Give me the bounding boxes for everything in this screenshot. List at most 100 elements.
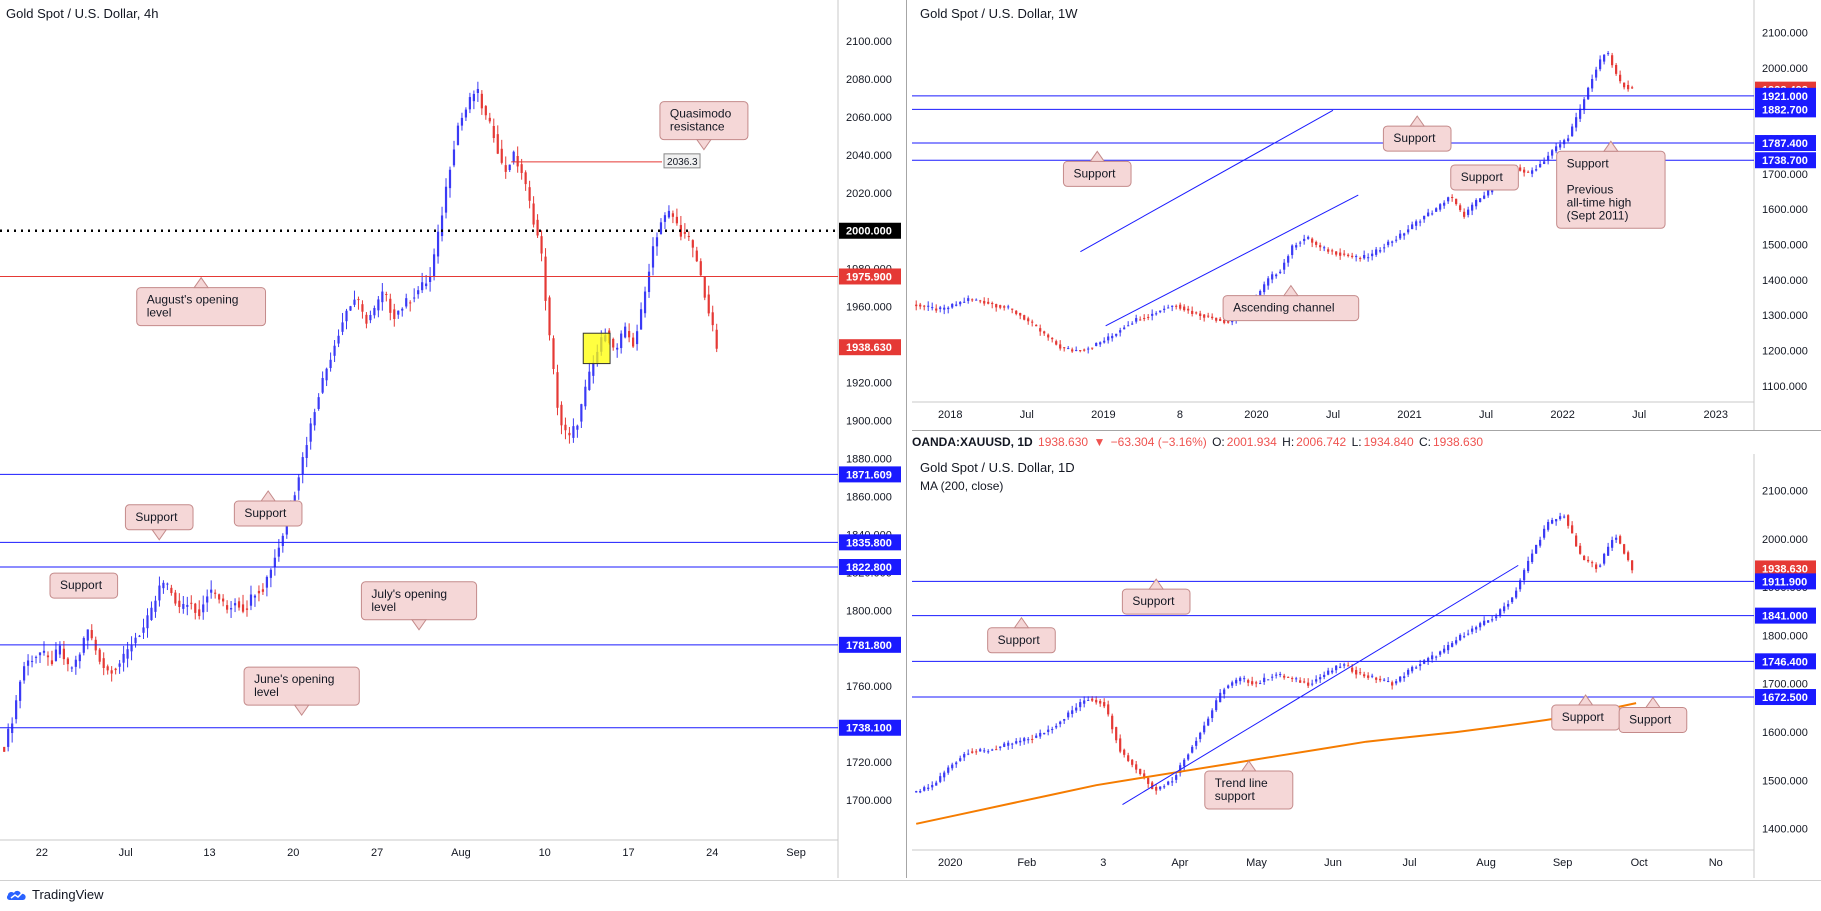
candle-body — [1399, 676, 1402, 682]
candle-body — [524, 172, 527, 185]
time-tick-label: 22 — [36, 847, 48, 859]
chart-title: Gold Spot / U.S. Dollar, 1W — [920, 6, 1078, 21]
candle-body — [1239, 677, 1242, 682]
callout-text: all-time high — [1567, 195, 1632, 209]
candles — [915, 51, 1634, 354]
candle-body — [269, 569, 272, 578]
time-axis: 22 Jul 13 20 27 Aug 10 17 24 Sep — [36, 847, 806, 859]
callout-text: level — [147, 306, 172, 320]
chart-4h-pane[interactable]: 2100.000 2080.000 2060.000 2040.000 2020.000… — [0, 0, 907, 878]
candle-body — [198, 609, 201, 617]
chart-4h-svg[interactable]: 2100.000 2080.000 2060.000 2040.000 2020.000… — [0, 0, 906, 878]
candle-body — [1203, 725, 1206, 733]
candle-body — [22, 666, 26, 681]
candle-body — [38, 652, 42, 656]
candle-body — [1059, 721, 1062, 725]
candle-body — [54, 649, 58, 661]
time-tick-label: Jul — [1403, 857, 1417, 869]
candle-body — [1623, 82, 1626, 88]
time-tick-label: Aug — [451, 847, 471, 859]
candle-body — [58, 645, 62, 655]
candle-body — [1175, 775, 1178, 780]
candle-body — [1287, 256, 1290, 263]
candle-body — [417, 290, 420, 295]
candle-body — [1563, 516, 1566, 518]
candle-body — [464, 109, 468, 118]
candle-body — [82, 637, 85, 653]
time-tick-label: Jun — [1324, 857, 1342, 869]
chart-1w-pane[interactable]: 2100.0002000.0001900.0001800.0001700.000… — [912, 0, 1821, 431]
callout-text: June's opening — [254, 672, 334, 686]
callout-text: support — [1215, 789, 1256, 803]
candle-body — [1599, 59, 1602, 70]
candle-body — [1535, 169, 1538, 171]
level-price-label: 1746.400 — [1762, 656, 1808, 668]
candle-body — [1079, 350, 1082, 352]
candle-body — [951, 303, 954, 308]
candle-body — [381, 291, 384, 303]
callout-tail — [151, 529, 168, 541]
candle-body — [1315, 241, 1318, 245]
chart-title: Gold Spot / U.S. Dollar, 4h — [6, 6, 158, 21]
candle-body — [357, 299, 360, 301]
candle-body — [951, 764, 954, 769]
chart-1d-svg[interactable]: 2100.0002000.0001900.0001800.0001700.000… — [912, 454, 1821, 878]
candle-body — [1047, 334, 1050, 338]
candle-body — [1227, 321, 1230, 323]
candle-body — [1067, 348, 1070, 350]
candle-body — [1247, 680, 1250, 683]
candle-body — [1575, 117, 1578, 128]
candle-body — [142, 627, 145, 633]
annotations: Support Support Support Support Trend linesu… — [987, 578, 1688, 810]
candle-body — [1475, 627, 1478, 630]
callout-text: Support — [244, 506, 287, 520]
candle-body — [1007, 742, 1010, 746]
candle-body — [699, 261, 702, 276]
candle-body — [1431, 213, 1434, 215]
candle-body — [429, 276, 432, 283]
candle-body — [1099, 342, 1102, 345]
channel-upper-line — [1080, 109, 1334, 253]
candle-body — [947, 767, 950, 773]
candle-body — [492, 126, 495, 139]
trend-line — [1122, 564, 1519, 805]
candle-body — [1579, 108, 1582, 119]
candle-body — [1271, 274, 1274, 280]
candle-body — [1591, 79, 1594, 89]
callout-text: Support — [60, 578, 103, 592]
candle-body — [1171, 781, 1174, 783]
level-price-badge — [839, 534, 901, 551]
candle-body — [1223, 319, 1226, 323]
candle-body — [1467, 209, 1470, 215]
chart-1d-pane[interactable]: 2100.0002000.0001900.0001800.0001700.000… — [912, 454, 1821, 878]
level-price-badge — [1755, 573, 1816, 590]
candle-body — [1431, 655, 1434, 660]
candle-body — [1571, 525, 1574, 534]
callout-box — [1450, 164, 1519, 191]
candle-body — [1271, 676, 1274, 678]
level-price-badge — [1755, 653, 1816, 670]
chart-1w-svg[interactable]: 2100.0002000.0001900.0001800.0001700.000… — [912, 0, 1821, 430]
candle-body — [1359, 672, 1362, 674]
candle-body — [1123, 327, 1126, 330]
candle-body — [337, 335, 340, 344]
candle-body — [460, 117, 464, 126]
candle-body — [1147, 777, 1150, 784]
tradingview-brand[interactable]: TradingView — [6, 887, 104, 902]
candle-body — [1183, 306, 1186, 311]
level-price-badge — [1755, 560, 1816, 577]
candle-body — [1527, 171, 1530, 173]
callout-text: level — [254, 685, 279, 699]
candle-body — [1167, 781, 1170, 785]
candle-body — [1455, 198, 1458, 205]
candle-body — [1191, 310, 1194, 314]
callout-tail — [1602, 140, 1619, 152]
candle-body — [1175, 305, 1178, 307]
time-tick-label: Jul — [1326, 409, 1340, 421]
ma-200-line — [915, 702, 1637, 825]
candle-body — [667, 210, 671, 218]
candle-body — [1475, 200, 1478, 207]
candle-body — [683, 231, 686, 234]
level-price-label: 1781.800 — [846, 640, 892, 652]
